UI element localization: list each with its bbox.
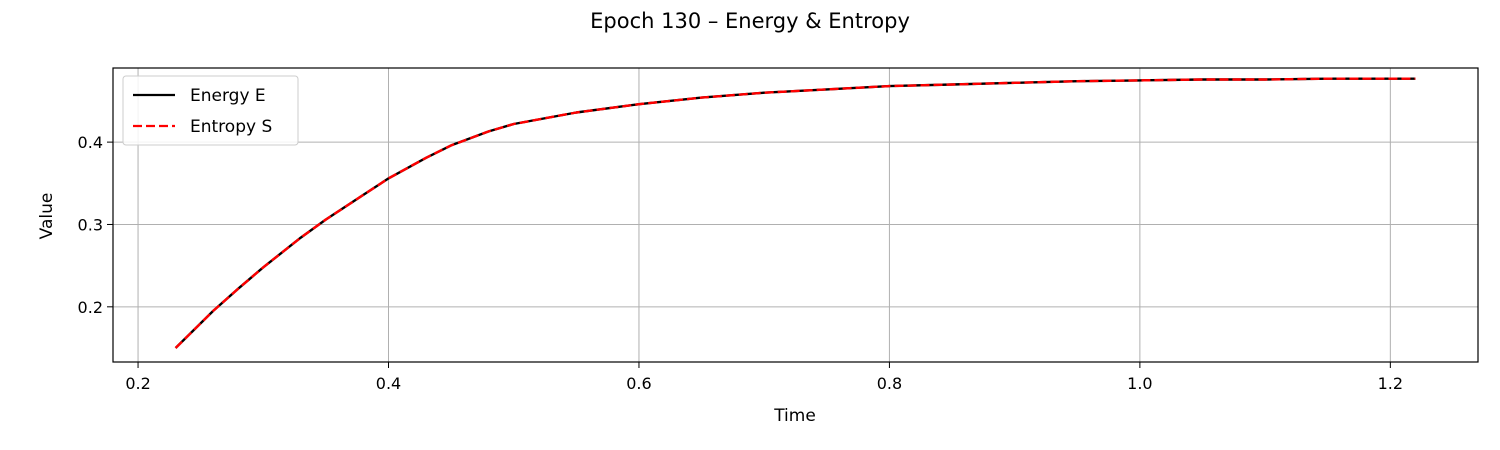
plot-area-frame xyxy=(112,67,1479,363)
grid xyxy=(113,68,1478,362)
plot-lines xyxy=(174,77,1416,349)
y-axis-label: Value xyxy=(37,193,57,240)
x-tick-label: 0.2 xyxy=(125,374,150,393)
legend-label-entropy: Entropy S xyxy=(190,117,272,137)
x-axis-ticks: 0.2 0.4 0.6 0.8 1.0 1.2 xyxy=(125,362,1403,393)
y-axis-ticks: 0.2 0.3 0.4 xyxy=(78,133,113,317)
y-tick-label: 0.2 xyxy=(78,298,103,317)
chart-title: Epoch 130 – Energy & Entropy xyxy=(590,9,910,33)
y-tick-label: 0.4 xyxy=(78,133,103,152)
legend: Energy E Entropy S xyxy=(122,75,299,146)
x-axis-label: Time xyxy=(773,406,816,426)
x-tick-label: 1.2 xyxy=(1378,374,1403,393)
x-tick-label: 0.6 xyxy=(626,374,651,393)
x-tick-label: 0.8 xyxy=(877,374,902,393)
legend-label-energy: Energy E xyxy=(190,86,266,106)
series-line-entropy-s xyxy=(174,77,1416,349)
x-tick-label: 1.0 xyxy=(1127,374,1152,393)
series-line-energy-e xyxy=(174,77,1416,349)
legend-box xyxy=(122,75,299,146)
x-tick-label: 0.4 xyxy=(376,374,401,393)
y-tick-label: 0.3 xyxy=(78,215,103,234)
